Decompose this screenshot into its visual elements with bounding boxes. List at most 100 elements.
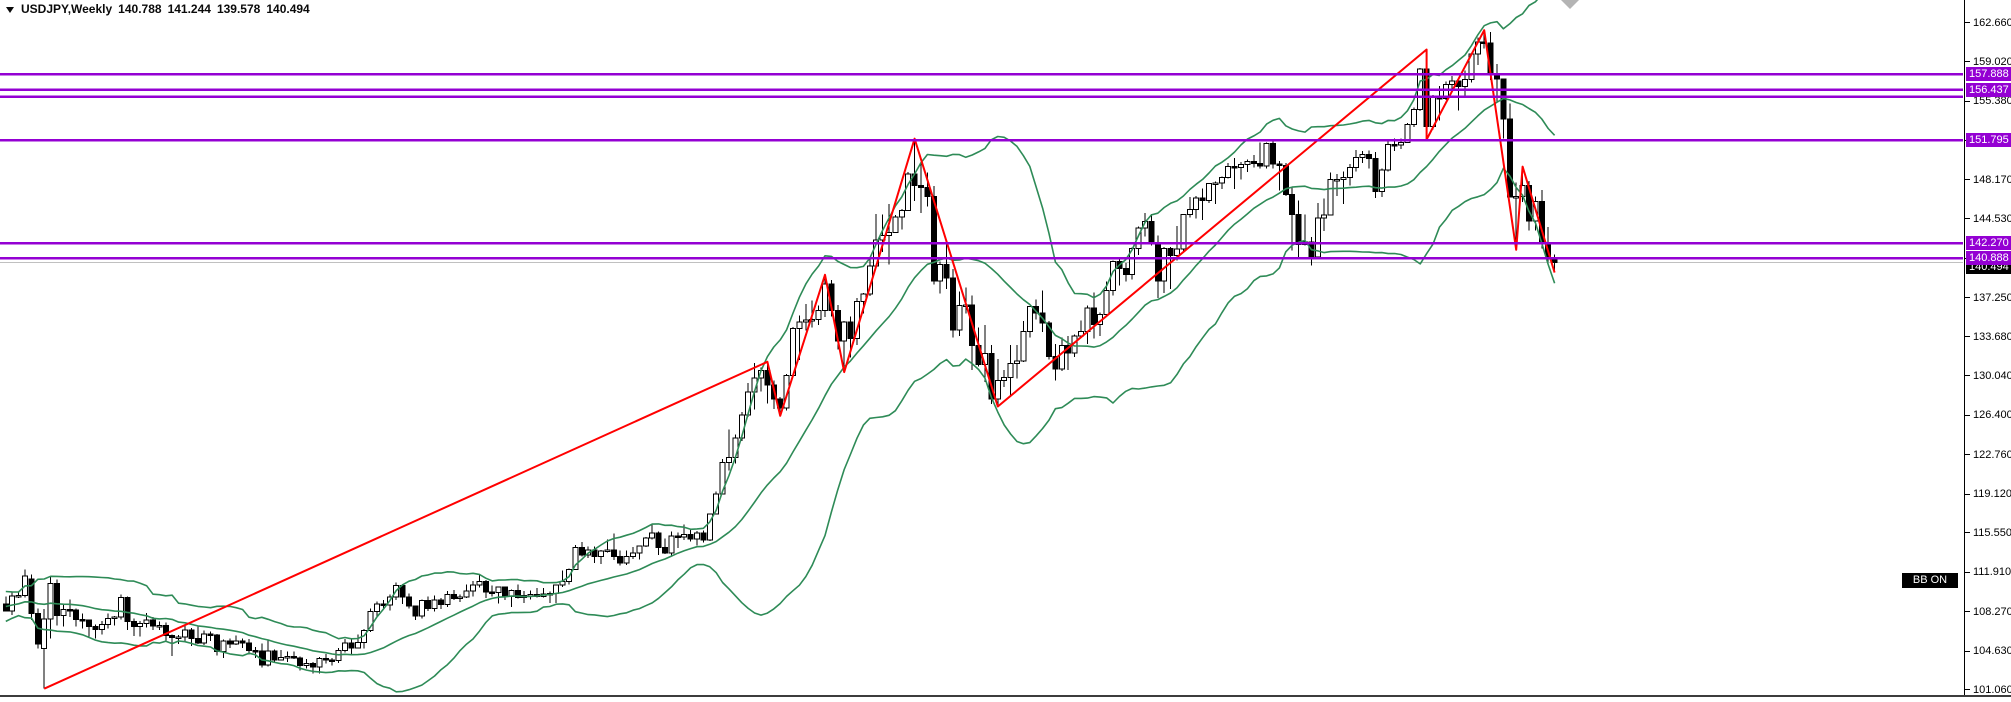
bollinger-upper-band [5,0,1539,640]
price-tick-label: 159.020 [1973,55,2011,68]
candle-bullish [572,547,579,570]
candle-bullish [1263,142,1270,167]
price-tick-label: 101.060 [1973,683,2011,696]
candle-bullish [220,640,227,653]
candle-bullish [905,173,912,212]
candle-bearish [310,663,316,668]
candle-bullish [694,532,700,540]
candle-bearish [92,626,99,630]
candle-bullish [1321,214,1328,219]
candle-bullish [604,549,611,552]
candle-bearish [1250,160,1257,164]
candle-bullish [630,552,636,557]
candle-bearish [1372,158,1379,193]
candle-bearish [930,196,937,282]
price-axis[interactable]: 162.660159.020155.380151.740148.170144.5… [1964,0,2011,697]
candle-bullish [1058,345,1065,370]
axis-tick-mark [1965,218,1970,220]
symbol-dropdown-arrow-icon[interactable] [6,7,14,13]
candle-bearish [1090,307,1097,325]
scroll-marker-icon [1561,0,1579,9]
candle-bullish [937,263,944,282]
horizontal-lines-layer[interactable] [0,72,1963,260]
candle-bearish [918,185,924,188]
axis-tick-mark [1965,650,1970,652]
candle-bearish [847,321,854,339]
candle-bullish [1238,164,1244,168]
candle-bullish [636,545,643,554]
candle-bearish [169,634,176,639]
candle-bearish [924,186,931,198]
axis-tick-mark [1965,61,1970,63]
candle-bearish [1257,162,1264,167]
candle-bullish [367,611,374,632]
price-tick-label: 126.400 [1973,409,2011,422]
candles-layer [2,30,1558,689]
candle-bullish [457,596,464,600]
candle-bearish [950,277,956,331]
candle-bearish [700,532,707,541]
candle-bearish [425,600,432,609]
candle-bearish [1289,193,1296,215]
candle-bullish [1001,376,1008,382]
candle-bearish [450,594,457,600]
candle-bullish [1078,330,1084,337]
candle-bearish [86,619,92,628]
candle-bearish [943,263,950,279]
candle-bearish [502,586,508,597]
candle-bearish [322,658,329,661]
candle-bullish [898,210,905,218]
price-tick-label: 162.660 [1973,16,2011,29]
candle-bullish [470,584,476,592]
candle-bearish [1122,268,1129,276]
candle-bearish [28,578,35,615]
candle-bearish [438,599,444,606]
candle-bullish [1410,108,1417,125]
candle-bullish [1007,362,1014,378]
candle-bullish [265,650,272,666]
candle-bullish [60,608,67,616]
candle-bearish [2,603,9,612]
candle-bullish [1135,227,1142,250]
candle-bullish [783,374,790,409]
candle-bullish [1327,179,1334,216]
candle-bullish [98,624,105,630]
candle-bullish [668,535,675,554]
candle-bullish [9,595,16,612]
price-tick-label: 115.550 [1973,526,2011,539]
candle-bullish [418,600,425,617]
axis-tick-mark [1965,611,1970,613]
candle-bullish [476,581,483,586]
candle-bullish [1218,177,1225,184]
candle-bearish [514,589,521,598]
candle-bullish [15,594,22,598]
candle-bullish [1180,213,1187,250]
candle-bullish [1225,166,1232,179]
zigzag-line[interactable] [43,29,1556,690]
candle-bullish [796,321,803,330]
candle-bullish [1161,248,1168,282]
price-tick-label: 111.910 [1973,566,2011,579]
candle-bullish [1462,78,1468,88]
candle-bearish [1551,259,1558,264]
candle-bullish [1174,248,1180,257]
bollinger-middle-band [5,97,1556,656]
candle-bearish [207,633,214,636]
price-tick-label: 108.270 [1973,605,2011,618]
symbol-timeframe-label: USDJPY,Weekly [21,2,113,16]
candle-bearish [124,596,131,622]
candle-bullish [278,657,284,661]
bb-status-badge: BB ON [1902,573,1958,588]
axis-tick-mark [1965,179,1970,180]
candle-bearish [489,591,496,595]
zigzag-layer[interactable] [43,29,1556,690]
candle-bearish [194,638,201,644]
candle-bearish [482,581,489,593]
axis-tick-mark [1965,454,1970,456]
candle-bullish [175,636,182,640]
candle-bearish [406,596,412,607]
candle-bullish [994,380,1001,400]
axis-tick-mark [1965,297,1970,299]
price-tick-label: 133.680 [1973,330,2011,343]
level-price-badge: 140.888 [1966,251,2011,266]
